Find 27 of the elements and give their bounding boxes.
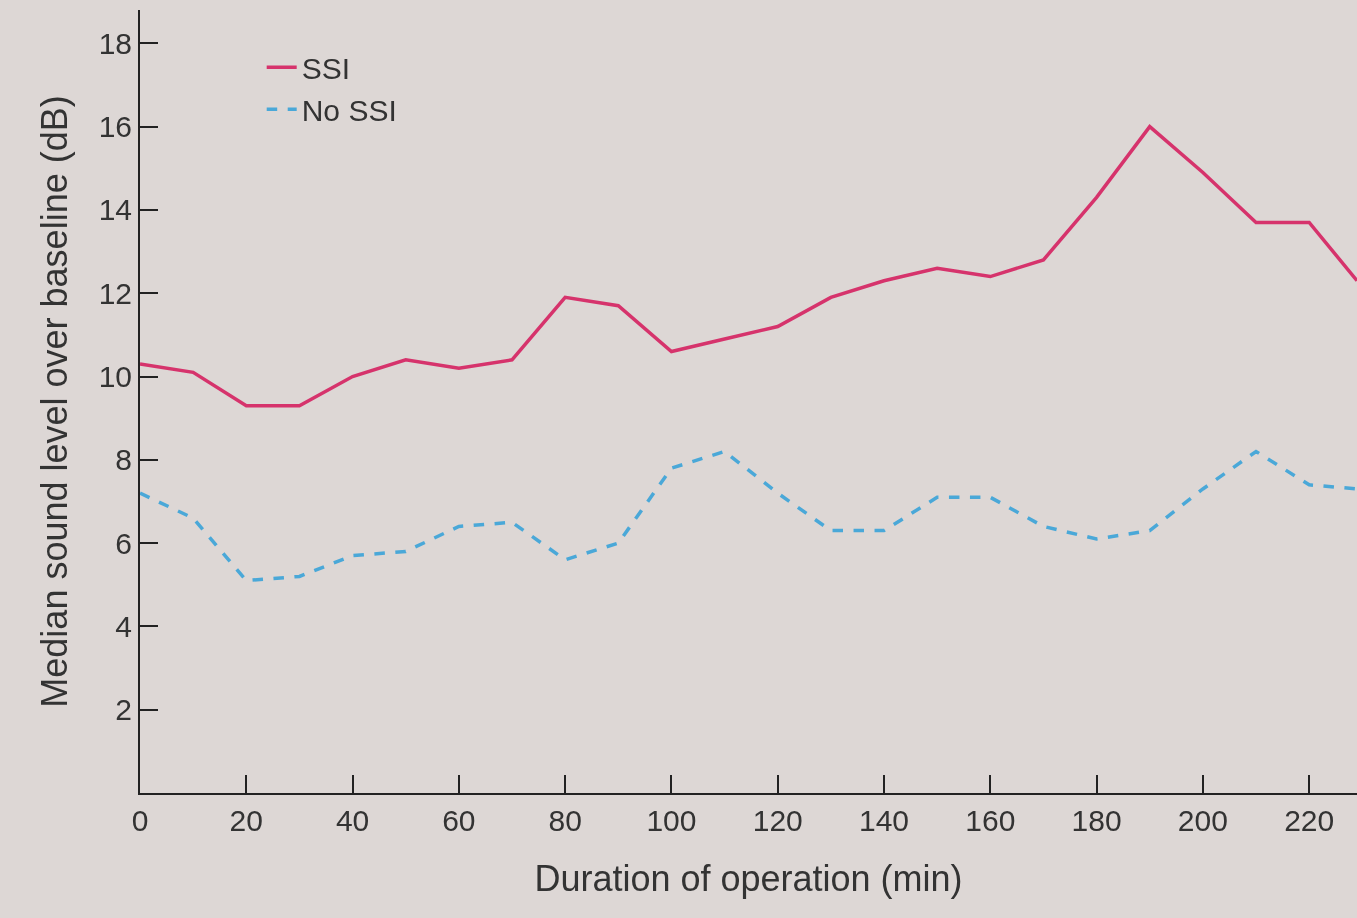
- x-tick-label: 140: [858, 804, 910, 837]
- y-tick-label: 12: [98, 276, 132, 310]
- y-tick-label: 8: [115, 443, 132, 477]
- x-tick-label: 60: [442, 804, 476, 837]
- y-tick-label: 4: [115, 609, 132, 643]
- line-series: [140, 449, 1357, 583]
- y-tick-label: 2: [115, 693, 132, 727]
- x-tick-label: 120: [752, 804, 803, 837]
- x-tick-label: 20: [229, 804, 263, 837]
- x-tick-label: 100: [646, 804, 697, 837]
- y-tick-label: 18: [98, 26, 132, 60]
- legend-label: No SSI: [301, 94, 397, 128]
- x-tick-label: 180: [1071, 804, 1122, 837]
- line-series: [140, 124, 1357, 408]
- x-tick-label: 160: [965, 804, 1016, 837]
- y-tick-label: 16: [98, 110, 132, 144]
- x-tick-label: 80: [548, 804, 582, 837]
- x-tick-label: 220: [1284, 804, 1335, 837]
- x-tick-label: 0: [131, 804, 149, 837]
- x-tick-label: 200: [1177, 804, 1228, 837]
- legend-label: SSI: [301, 52, 351, 86]
- x-axis-title: Duration of operation (min): [534, 858, 963, 900]
- x-tick-label: 40: [335, 804, 370, 837]
- y-tick-label: 10: [98, 360, 132, 394]
- y-tick-label: 14: [98, 193, 132, 227]
- y-axis-title: Median sound level over baseline (dB): [34, 95, 76, 708]
- y-tick-label: 6: [115, 526, 132, 560]
